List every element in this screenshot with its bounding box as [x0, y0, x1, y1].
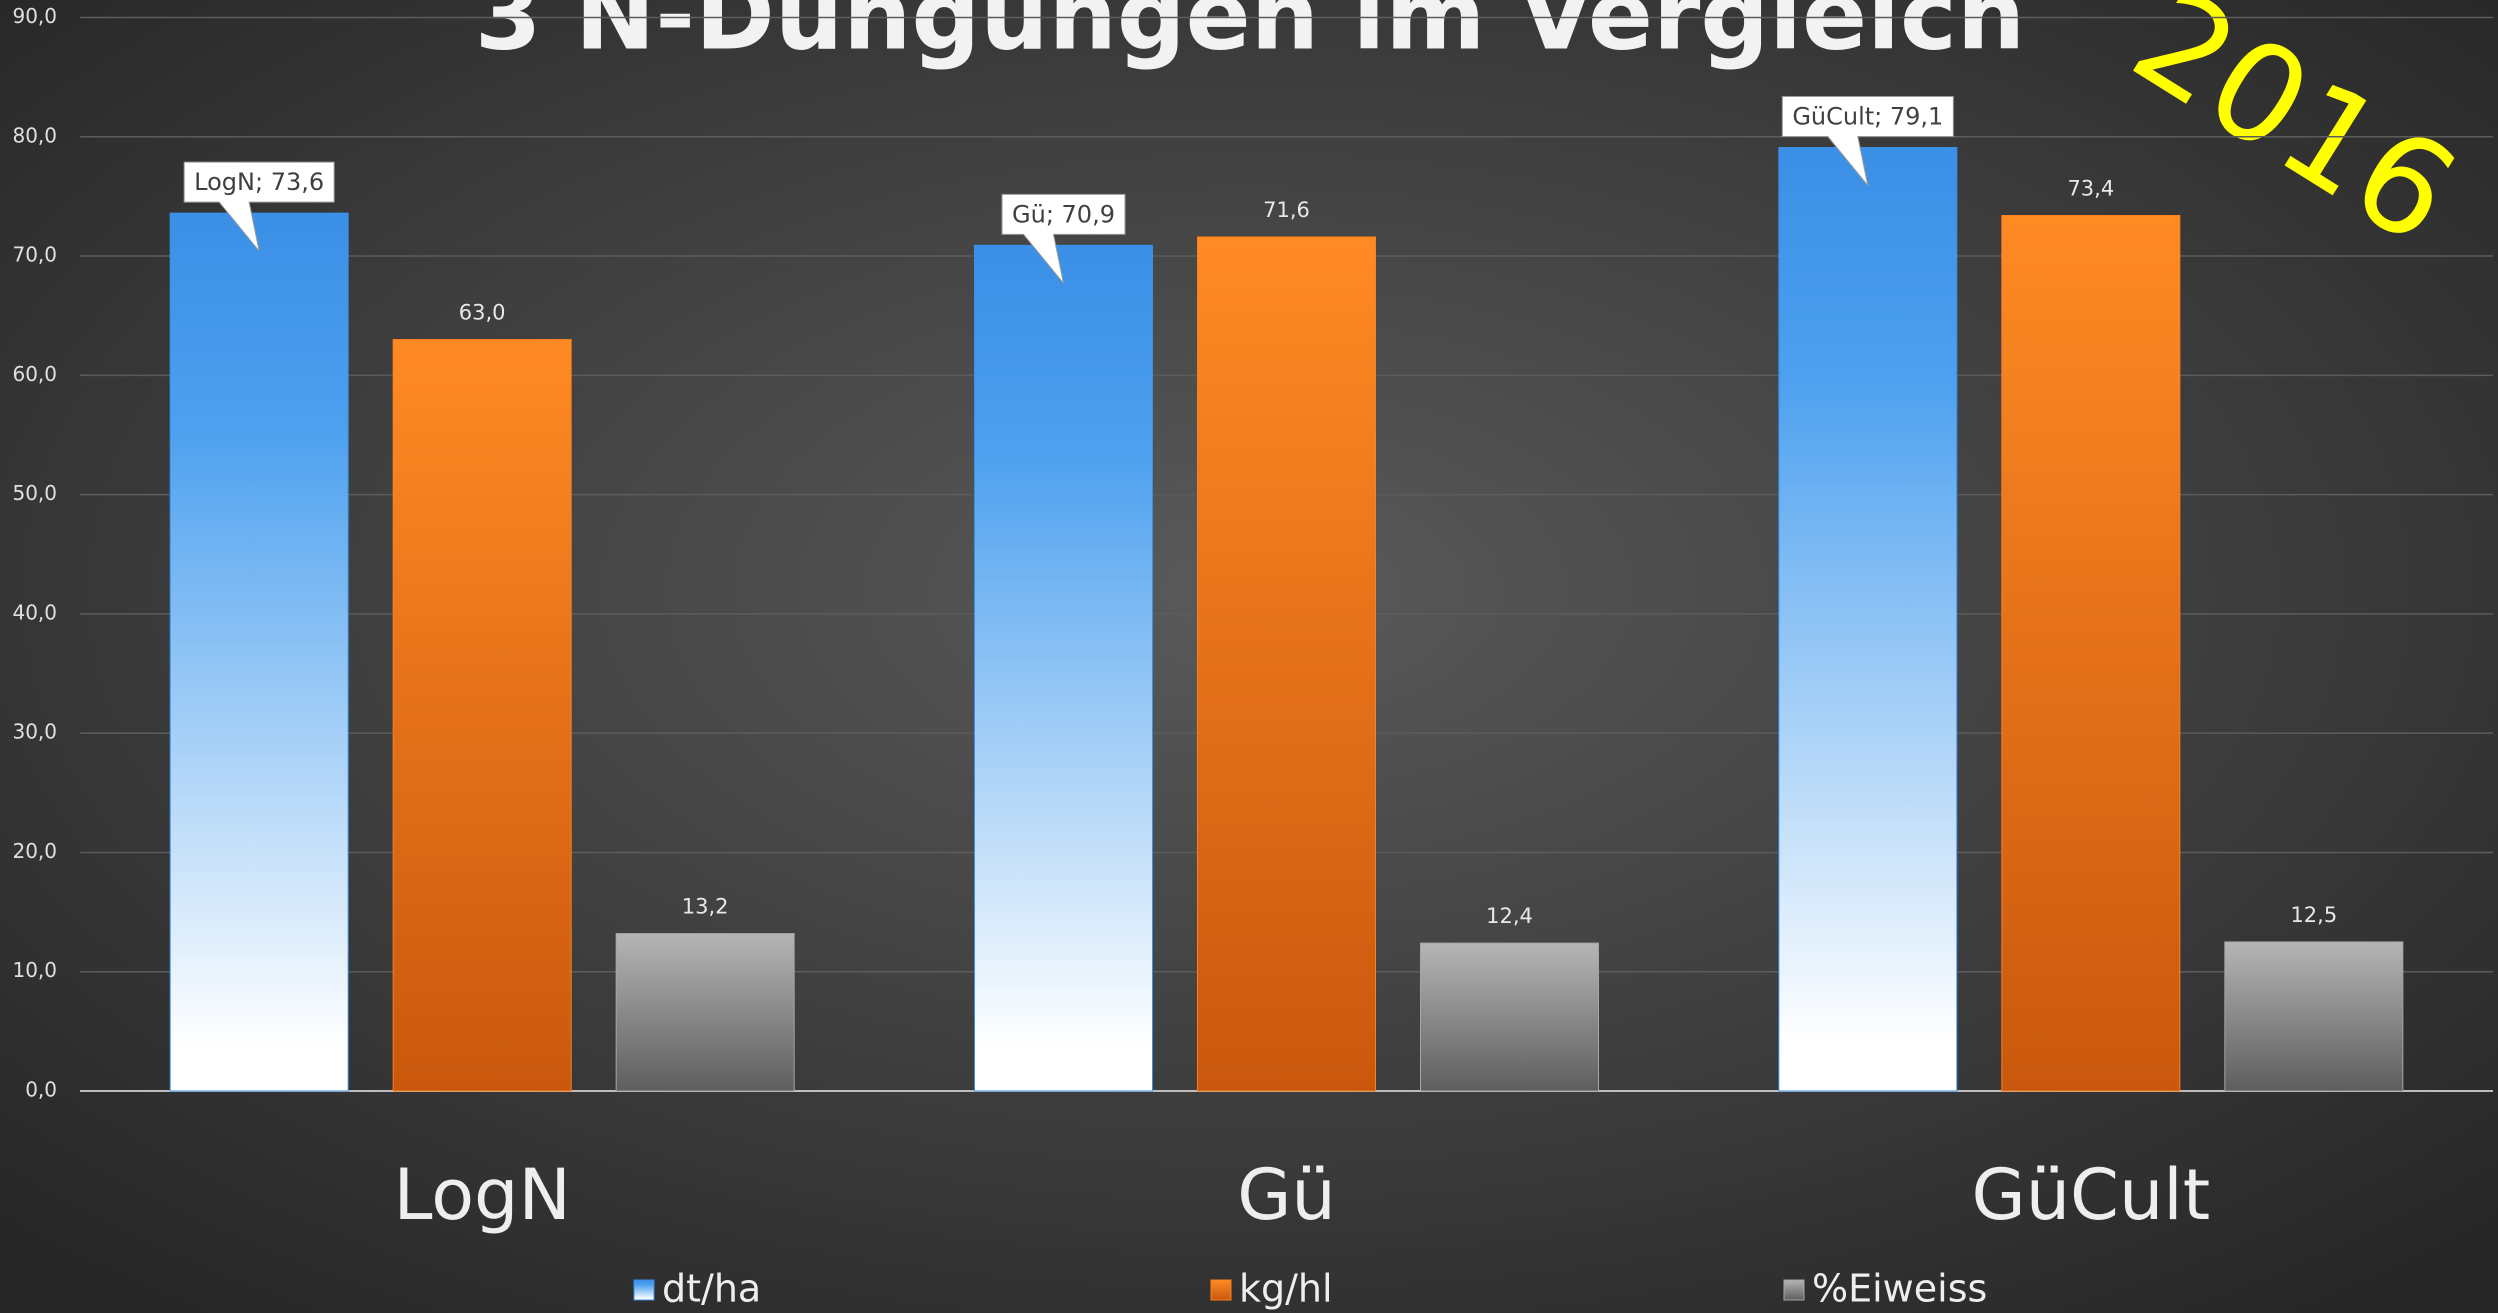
x-tick-label: GüCult — [1971, 1154, 2210, 1236]
legend-marker — [633, 1279, 655, 1301]
bar — [615, 933, 795, 1092]
bar — [1778, 147, 1958, 1092]
legend-label: kg/hl — [1239, 1267, 1333, 1311]
legend-label: %Eiweiss — [1812, 1267, 1987, 1311]
x-tick-label: Gü — [1237, 1154, 1336, 1236]
chart-title: 3 N-Düngungen im Vergleich — [475, 0, 2026, 71]
y-tick-label: 40,0 — [12, 600, 57, 624]
y-tick-label: 20,0 — [12, 839, 57, 863]
bar — [392, 339, 572, 1092]
bar — [974, 244, 1153, 1092]
bar — [1197, 236, 1376, 1092]
y-tick-label: 70,0 — [12, 243, 57, 267]
x-tick-label: LogN — [393, 1154, 570, 1236]
bar — [169, 212, 349, 1092]
legend-marker — [1210, 1279, 1232, 1301]
data-label: 12,4 — [1486, 904, 1533, 928]
y-tick-label: 60,0 — [12, 362, 57, 386]
y-tick-label: 90,0 — [12, 4, 57, 28]
legend-marker — [1783, 1279, 1805, 1301]
legend-label: dt/ha — [662, 1267, 761, 1311]
data-label-callout — [1001, 193, 1126, 284]
y-tick-label: 50,0 — [12, 481, 57, 505]
data-label-callout — [1781, 96, 1954, 186]
data-label: 63,0 — [459, 301, 506, 325]
bar — [2224, 941, 2404, 1092]
data-label: 13,2 — [682, 895, 729, 919]
y-tick-label: 0,0 — [25, 1078, 57, 1102]
data-label: Gü; 70,9 — [1012, 200, 1115, 228]
y-tick-label: 30,0 — [12, 720, 57, 744]
data-label: 12,5 — [2290, 903, 2337, 927]
data-label: GüCult; 79,1 — [1792, 103, 1943, 131]
y-tick-label: 10,0 — [12, 958, 57, 982]
data-label: LogN; 73,6 — [194, 168, 324, 196]
data-label: 73,4 — [2067, 177, 2114, 201]
data-label: 71,6 — [1263, 198, 1310, 222]
data-label-callout — [183, 161, 335, 252]
y-tick-label: 80,0 — [12, 123, 57, 147]
bar — [2001, 215, 2181, 1092]
bar — [1420, 942, 1599, 1092]
